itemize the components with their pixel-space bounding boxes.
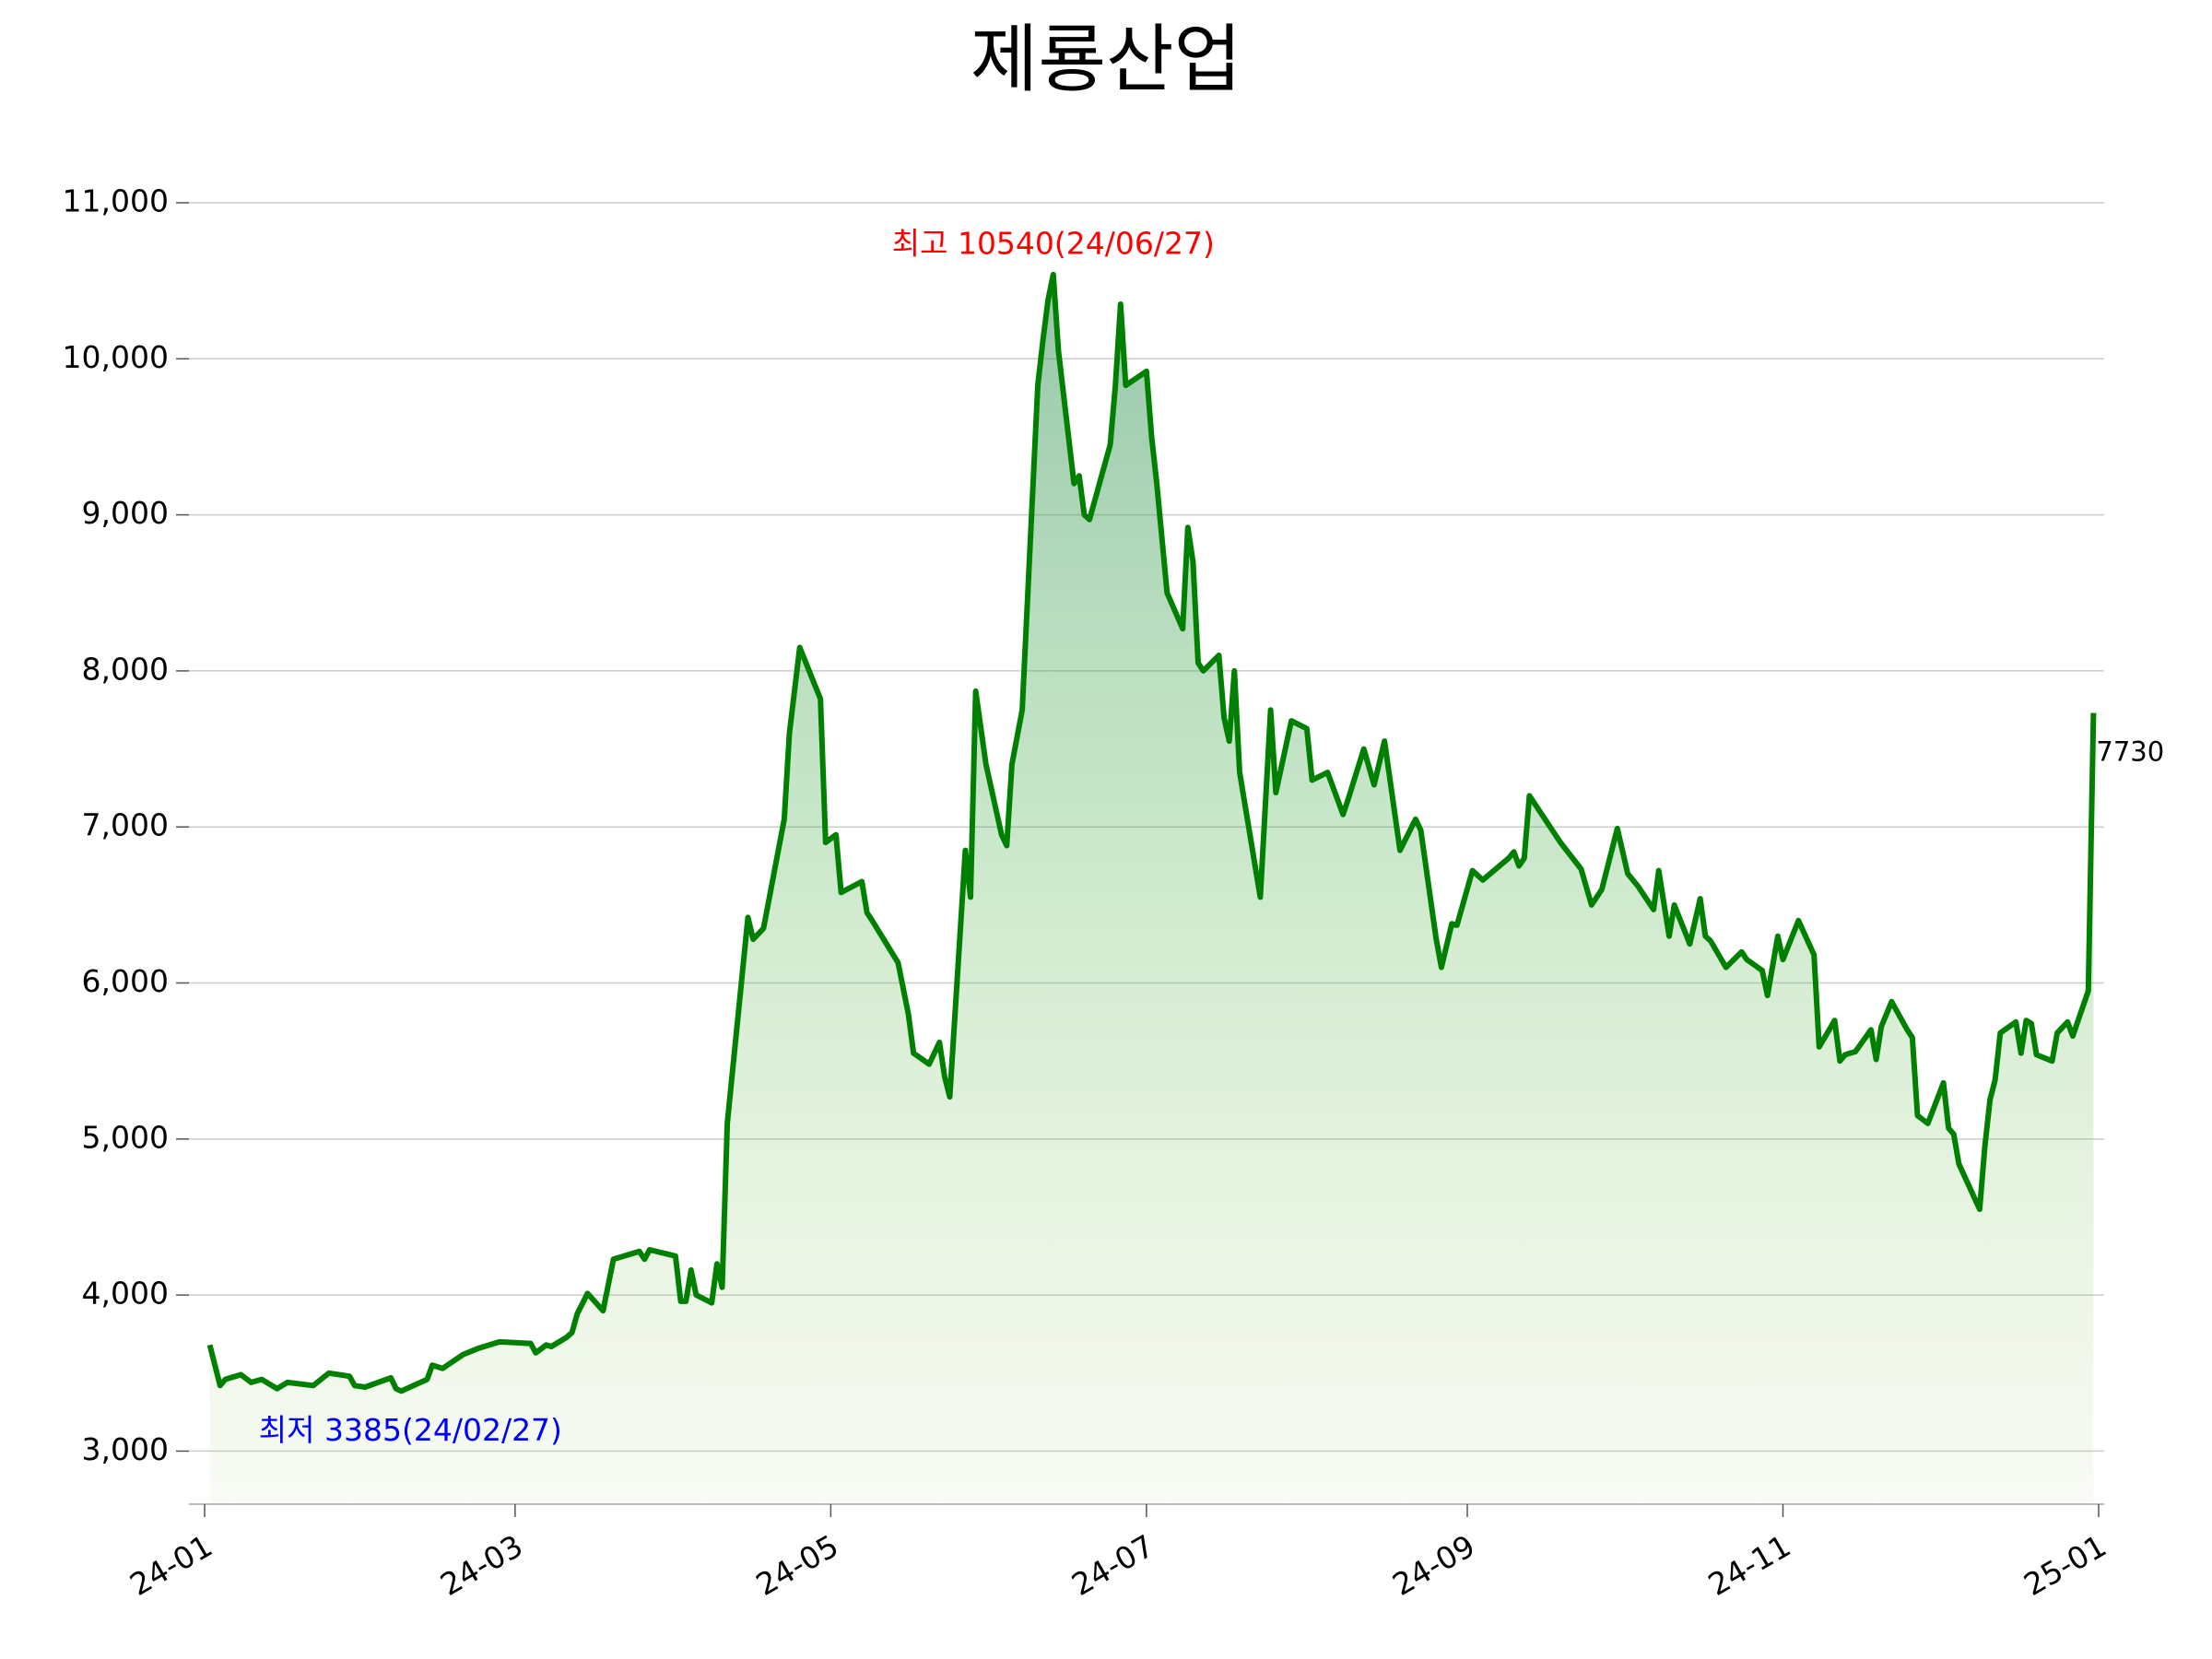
x-tick-label: 25-01 xyxy=(2018,1527,2112,1603)
y-tick-label: 4,000 xyxy=(82,1276,169,1312)
area-fill xyxy=(209,274,2094,1504)
y-tick-label: 7,000 xyxy=(82,807,169,843)
annotation: 최저 3385(24/02/27) xyxy=(259,1412,562,1448)
x-tick-label: 24-09 xyxy=(1386,1527,1481,1603)
y-tick-label: 8,000 xyxy=(82,651,169,687)
price-line xyxy=(206,271,2097,1394)
y-tick-label: 3,000 xyxy=(82,1431,169,1467)
annotation: 최고 10540(24/06/27) xyxy=(892,225,1215,261)
chart-title: 제룡산업 xyxy=(971,17,1241,102)
x-tick-label: 24-11 xyxy=(1702,1527,1797,1603)
x-tick-label: 24-03 xyxy=(434,1527,529,1603)
x-tick-label: 24-07 xyxy=(1065,1527,1160,1603)
x-tick-label: 24-01 xyxy=(124,1527,218,1603)
y-tick-label: 10,000 xyxy=(63,339,169,375)
y-tick-label: 5,000 xyxy=(82,1119,169,1155)
y-tick-label: 11,000 xyxy=(63,183,169,219)
y-tick-label: 9,000 xyxy=(82,495,169,531)
annotation: 7730 xyxy=(2096,736,2164,768)
y-tick-label: 6,000 xyxy=(82,963,169,999)
x-tick-label: 24-05 xyxy=(750,1527,845,1603)
